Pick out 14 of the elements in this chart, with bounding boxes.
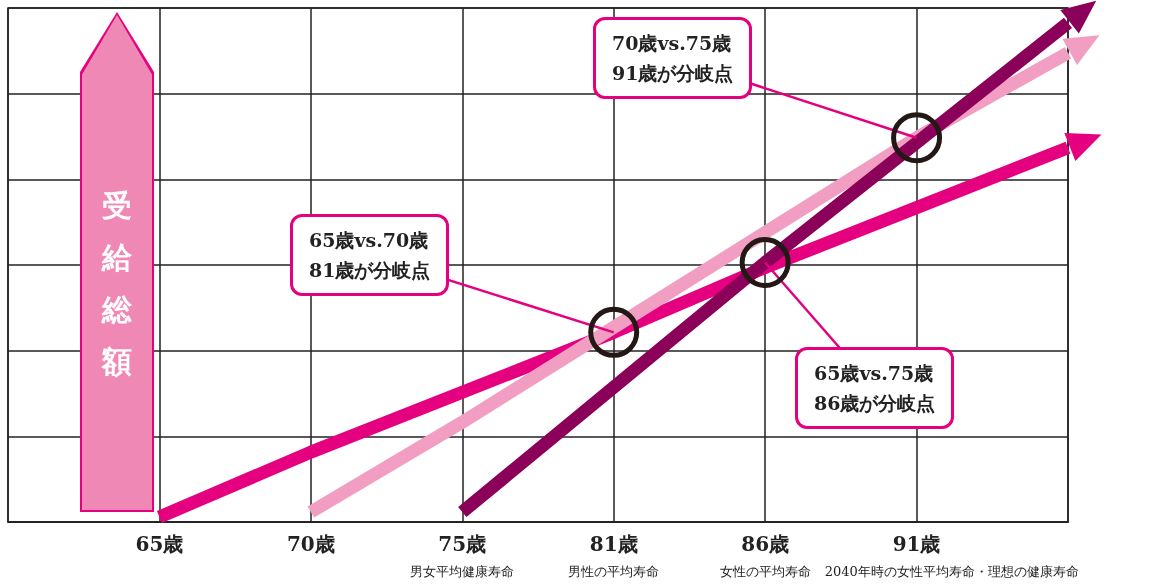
- x-tick-label: 81歳: [589, 532, 638, 556]
- annotation: 65歳vs.75歳 86歳が分岐点: [795, 347, 955, 429]
- x-tick-label: 65歳: [135, 532, 184, 556]
- text: 男女平均健康寿命: [410, 564, 515, 580]
- text: 2040年時の女性平均寿命・理想の健康寿命: [824, 564, 1079, 580]
- text: 女性の平均寿命: [719, 564, 811, 580]
- text: 男性の平均寿命: [568, 564, 660, 580]
- x-tick-label: 91歳: [892, 532, 941, 556]
- y-axis-title: 受給総額: [100, 187, 133, 381]
- x-tick-label: 75歳: [438, 532, 487, 556]
- x-tick-label: 70歳: [286, 532, 335, 556]
- annotation: 65歳vs.70歳 81歳が分岐点: [290, 214, 450, 296]
- x-tick-label: 86歳: [741, 532, 790, 556]
- annotation: 70歳vs.75歳 91歳が分岐点: [593, 17, 753, 99]
